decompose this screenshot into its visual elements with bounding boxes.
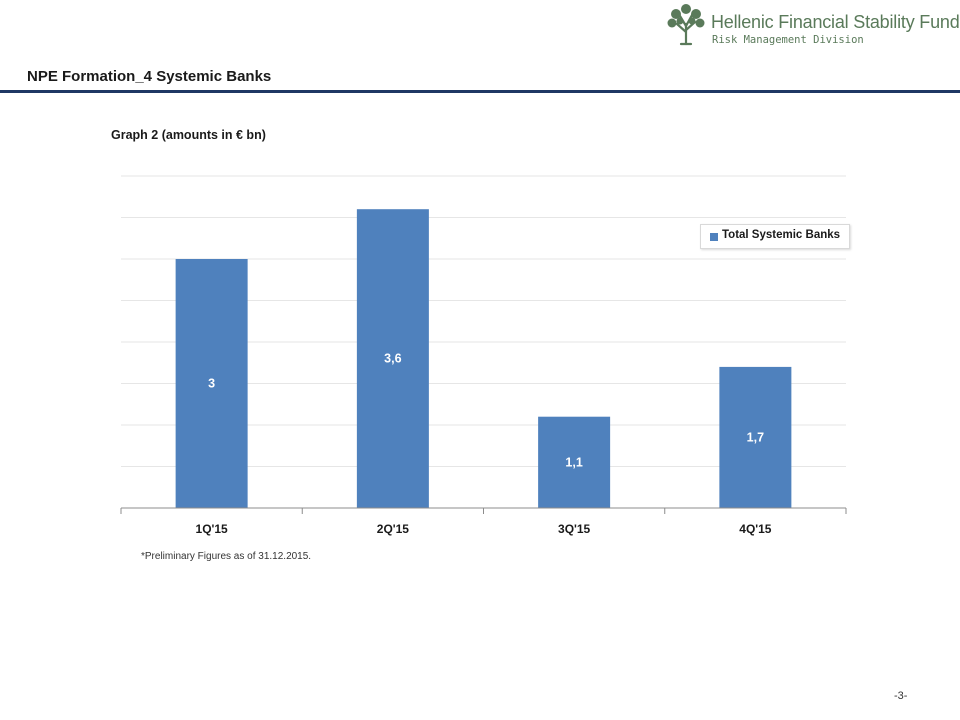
data-labels: 3 3,6 1,1 1,7 [208, 352, 764, 470]
bars [175, 209, 792, 508]
graph-title: Graph 2 (amounts in € bn) [111, 128, 266, 142]
data-label: 3 [208, 377, 215, 391]
tree-icon [667, 4, 705, 46]
chart-legend: Total Systemic Banks [700, 224, 850, 249]
data-label: 1,7 [747, 430, 764, 444]
bar [175, 259, 248, 508]
hfsf-logo: Hellenic Financial Stability Fund Risk M… [665, 2, 960, 48]
page-number: -3- [894, 690, 908, 702]
legend-label: Total Systemic Banks [722, 229, 841, 241]
x-axis: 1Q'15 2Q'15 3Q'15 4Q'15 [120, 507, 847, 536]
footnote: *Preliminary Figures as of 31.12.2015. [141, 551, 312, 562]
x-tick-label: 3Q'15 [558, 522, 591, 536]
x-tick-label: 2Q'15 [377, 522, 410, 536]
legend-swatch [710, 233, 718, 241]
data-label: 1,1 [565, 455, 582, 469]
page-title: NPE Formation_4 Systemic Banks [27, 68, 272, 85]
bar [538, 416, 611, 508]
data-label: 3,6 [384, 352, 401, 366]
bar [719, 366, 792, 508]
org-name: Hellenic Financial Stability Fund [711, 12, 960, 32]
division-name: Risk Management Division [712, 34, 864, 46]
bar [356, 209, 429, 508]
title-divider [0, 90, 960, 93]
x-tick-label: 1Q'15 [196, 522, 229, 536]
x-tick-label: 4Q'15 [739, 522, 772, 536]
